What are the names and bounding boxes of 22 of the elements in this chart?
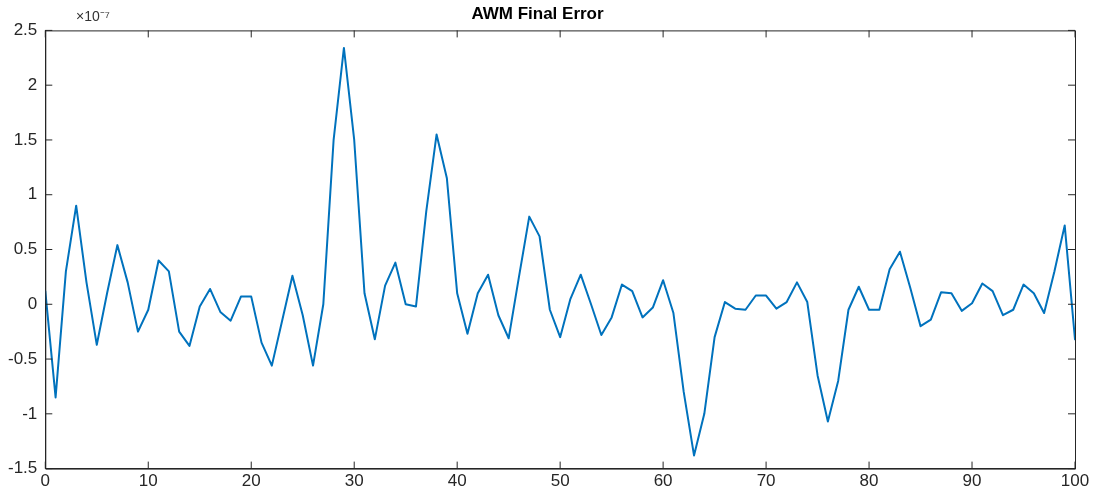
x-tick-label: 60 xyxy=(653,471,673,491)
x-tick-label: 70 xyxy=(756,471,776,491)
y-tick-label: 1 xyxy=(27,184,38,204)
x-tick-label: 0 xyxy=(40,471,51,491)
x-tick-label: 80 xyxy=(859,471,879,491)
text: ×10⁻⁷ xyxy=(76,7,110,25)
x-tick-label: 40 xyxy=(447,471,467,491)
y-tick-label: 0.5 xyxy=(13,239,38,259)
x-tick-label: 20 xyxy=(241,471,261,491)
x-tick-label: 10 xyxy=(138,471,158,491)
y-tick-label: 0 xyxy=(27,293,38,313)
y-tick-label: -1 xyxy=(22,403,38,423)
x-tick-label: 50 xyxy=(550,471,570,491)
y-tick-label: -1.5 xyxy=(8,458,38,478)
y-tick-label: 2 xyxy=(27,74,38,94)
y-tick-label: -0.5 xyxy=(8,348,38,368)
y-tick-label: 1.5 xyxy=(13,129,38,149)
x-tick-label: 90 xyxy=(962,471,982,491)
x-tick-label: 100 xyxy=(1060,471,1090,491)
chart-title: AWM Final Error xyxy=(471,3,604,23)
y-tick-label: 2.5 xyxy=(13,20,38,40)
x-tick-label: 30 xyxy=(344,471,364,491)
